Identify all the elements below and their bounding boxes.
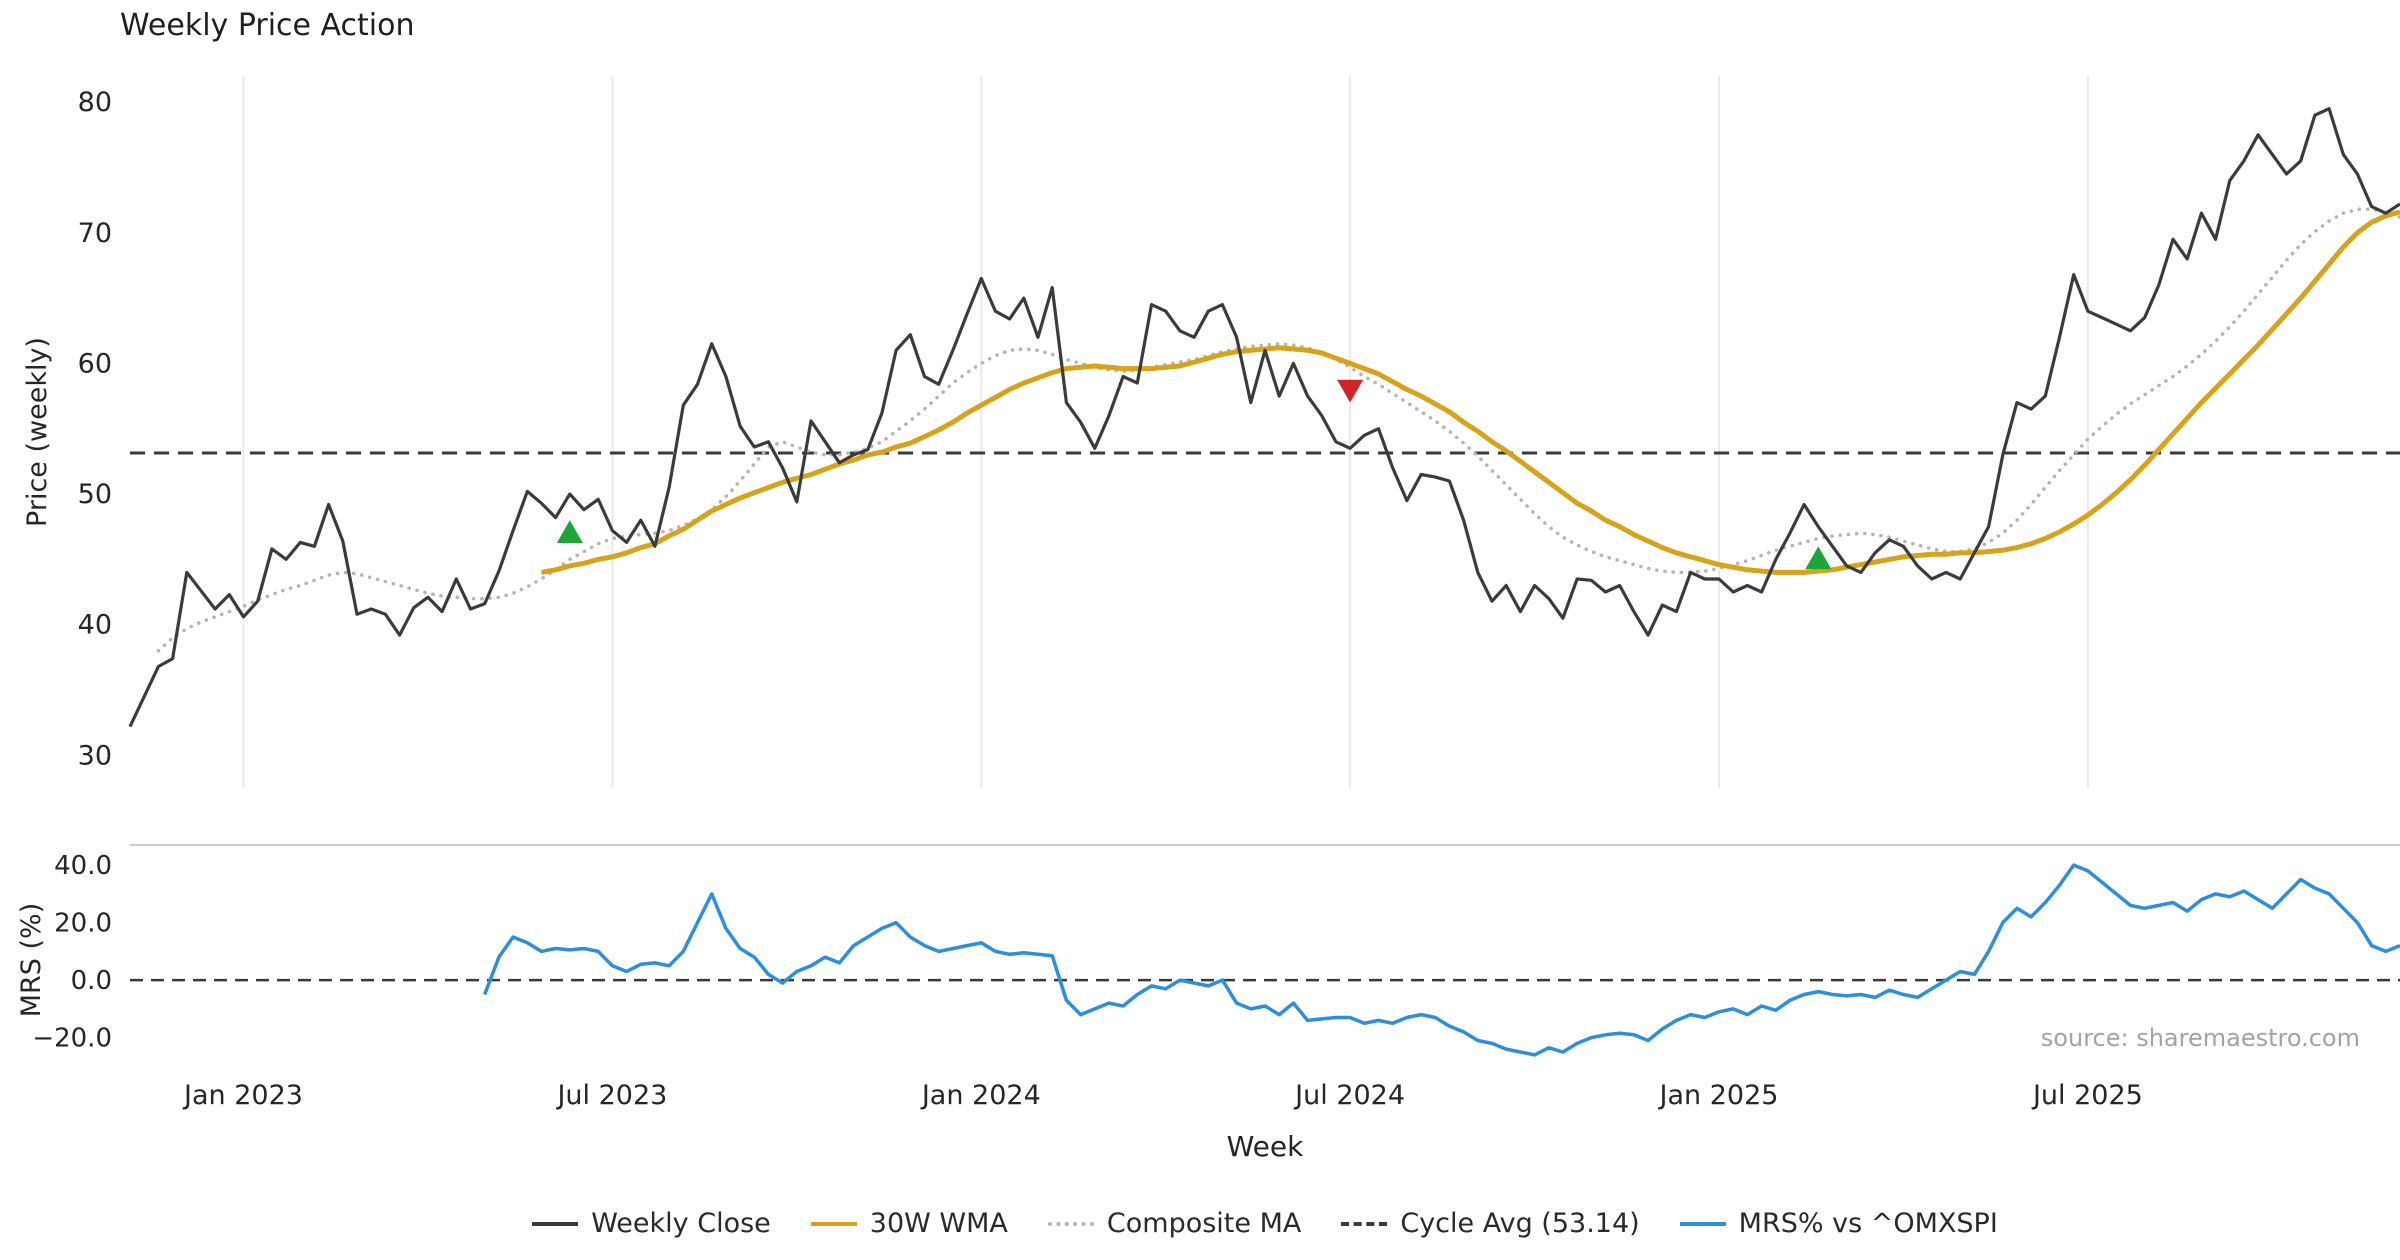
chart-title: Weekly Price Action <box>120 8 415 43</box>
mrs-line <box>483 863 2400 1057</box>
price-ylabel: Price (weekly) <box>22 337 53 527</box>
price-ytick-label: 80 <box>78 87 112 118</box>
xtick-label: Jul 2023 <box>555 1080 667 1111</box>
legend-item-mrs-vs-omxspi: MRS% vs ^OMXSPI <box>1679 1208 1998 1239</box>
xaxis-label: Week <box>1227 1130 1304 1163</box>
price-ytick-label: 30 <box>78 740 112 771</box>
xtick-label: Jan 2025 <box>1658 1080 1779 1111</box>
price-ytick-label: 70 <box>78 218 112 249</box>
mrs-ytick-label: 0.0 <box>71 966 112 996</box>
legend-swatch <box>1341 1221 1388 1226</box>
price-ytick-label: 60 <box>78 348 112 379</box>
mrs-ytick-label: 20.0 <box>54 909 112 939</box>
composite-ma-line <box>156 207 2400 653</box>
xtick-label: Jul 2024 <box>1293 1080 1405 1111</box>
legend-item-30w-wma: 30W WMA <box>810 1208 1008 1239</box>
price-gridlines <box>242 76 2089 788</box>
price-ytick-label: 50 <box>78 479 112 510</box>
source-text: source: sharemaestro.com <box>2041 1024 2360 1052</box>
legend-label: Composite MA <box>1106 1208 1302 1239</box>
legend-label: Cycle Avg (53.14) <box>1400 1208 1640 1239</box>
price-ytick-label: 40 <box>78 610 112 641</box>
legend-item-composite-ma: Composite MA <box>1047 1208 1302 1239</box>
legend-swatch <box>810 1221 857 1226</box>
xtick-label: Jul 2025 <box>2031 1080 2143 1111</box>
legend-item-weekly-close: Weekly Close <box>532 1208 771 1239</box>
legend-label: Weekly Close <box>591 1208 771 1239</box>
buy-signal-marker <box>1805 546 1832 570</box>
xtick-label: Jan 2024 <box>920 1080 1041 1111</box>
chart-legend: Weekly Close 30W WMA Composite MA Cycle Avg… <box>130 1208 2400 1239</box>
legend-swatch <box>532 1221 579 1226</box>
mrs-ylabel: MRS (%) <box>16 903 47 1018</box>
mrs-ytick-label: −20.0 <box>32 1024 112 1054</box>
legend-item-cycle-avg-53-14: Cycle Avg (53.14) <box>1341 1208 1640 1239</box>
30w-wma-line <box>540 209 2400 575</box>
mrs-ytick-label: 40.0 <box>54 851 112 881</box>
xtick-label: Jan 2023 <box>182 1080 303 1111</box>
weekly-close-line <box>128 107 2400 728</box>
legend-swatch <box>1679 1221 1726 1226</box>
buy-signal-marker <box>556 520 583 543</box>
sell-signal-marker <box>1337 379 1364 403</box>
legend-swatch <box>1047 1221 1094 1226</box>
legend-label: 30W WMA <box>869 1208 1008 1239</box>
legend-label: MRS% vs ^OMXSPI <box>1738 1208 1998 1239</box>
